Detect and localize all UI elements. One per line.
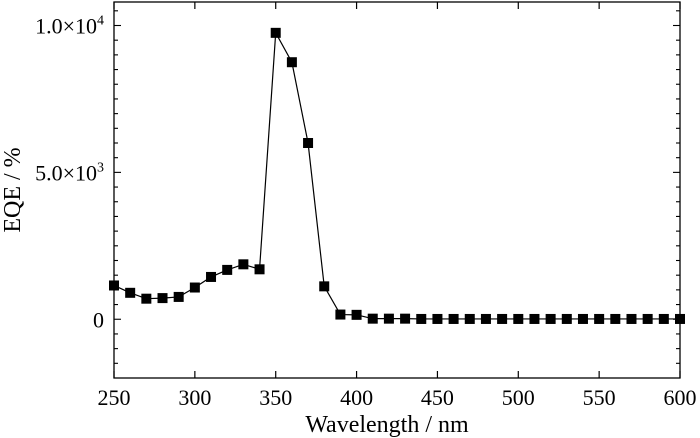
data-point-marker [577, 313, 588, 324]
data-point-marker [383, 313, 394, 324]
data-point-marker [303, 138, 314, 148]
y-axis-title: EQE / % [0, 147, 26, 232]
data-point-marker [448, 313, 459, 324]
data-point-marker [545, 313, 556, 324]
data-point-marker [173, 291, 184, 302]
data-point-marker [400, 313, 411, 324]
y-tick-label-base: 0 [93, 307, 104, 332]
y-tick-label-base: 5.0×10 [35, 160, 97, 185]
data-point-marker [125, 287, 136, 298]
data-point-marker [222, 264, 233, 275]
plot-frame [113, 1, 681, 379]
data-point-marker [367, 313, 378, 324]
data-point-marker [432, 313, 443, 324]
x-tick-label: 350 [259, 385, 292, 410]
x-tick-label: 450 [421, 385, 454, 410]
data-point-marker [157, 293, 168, 304]
x-tick-label: 300 [178, 385, 211, 410]
data-point-marker [238, 259, 249, 270]
x-tick-label: 400 [340, 385, 373, 410]
data-point-marker [464, 313, 475, 324]
series-markers [109, 27, 685, 324]
data-point-marker [480, 313, 491, 324]
data-point-marker [286, 57, 297, 68]
data-point-marker [351, 309, 362, 320]
y-tick-label-base: 1.0×10 [35, 14, 97, 39]
y-axis-ticks: 0 5.0×103 1.0×104 [35, 10, 680, 364]
series-line [113, 30, 680, 320]
data-point-marker [658, 313, 669, 324]
data-point-marker [513, 313, 524, 324]
data-point-marker [335, 309, 346, 320]
data-point-marker [610, 313, 621, 324]
data-point-marker [254, 264, 265, 275]
data-point-marker [319, 281, 330, 292]
data-point-marker [109, 280, 119, 291]
data-point-marker [642, 313, 653, 324]
data-point-marker [416, 313, 427, 324]
x-tick-label: 550 [583, 385, 616, 410]
y-tick-label: 0 [93, 307, 104, 332]
y-tick-label: 1.0×104 [35, 14, 104, 39]
x-tick-label: 250 [98, 385, 131, 410]
x-axis-ticks: 250 300 350 400 450 500 550 600 [98, 2, 697, 410]
data-point-marker [594, 313, 605, 324]
data-point-marker [529, 313, 540, 324]
data-point-marker [626, 313, 637, 324]
data-point-marker [675, 313, 685, 324]
data-point-marker [561, 313, 572, 324]
data-point-marker [206, 271, 217, 282]
x-tick-label: 600 [664, 385, 697, 410]
x-axis-title: Wavelength / nm [305, 412, 469, 438]
data-point-marker [141, 293, 152, 304]
data-point-marker [189, 282, 200, 293]
x-tick-label: 500 [502, 385, 535, 410]
data-point-marker [270, 27, 281, 38]
data-point-marker [497, 313, 508, 324]
y-tick-label: 5.0×103 [35, 160, 104, 185]
y-tick-label-exponent: 4 [97, 14, 104, 29]
y-tick-label-exponent: 3 [97, 160, 104, 175]
